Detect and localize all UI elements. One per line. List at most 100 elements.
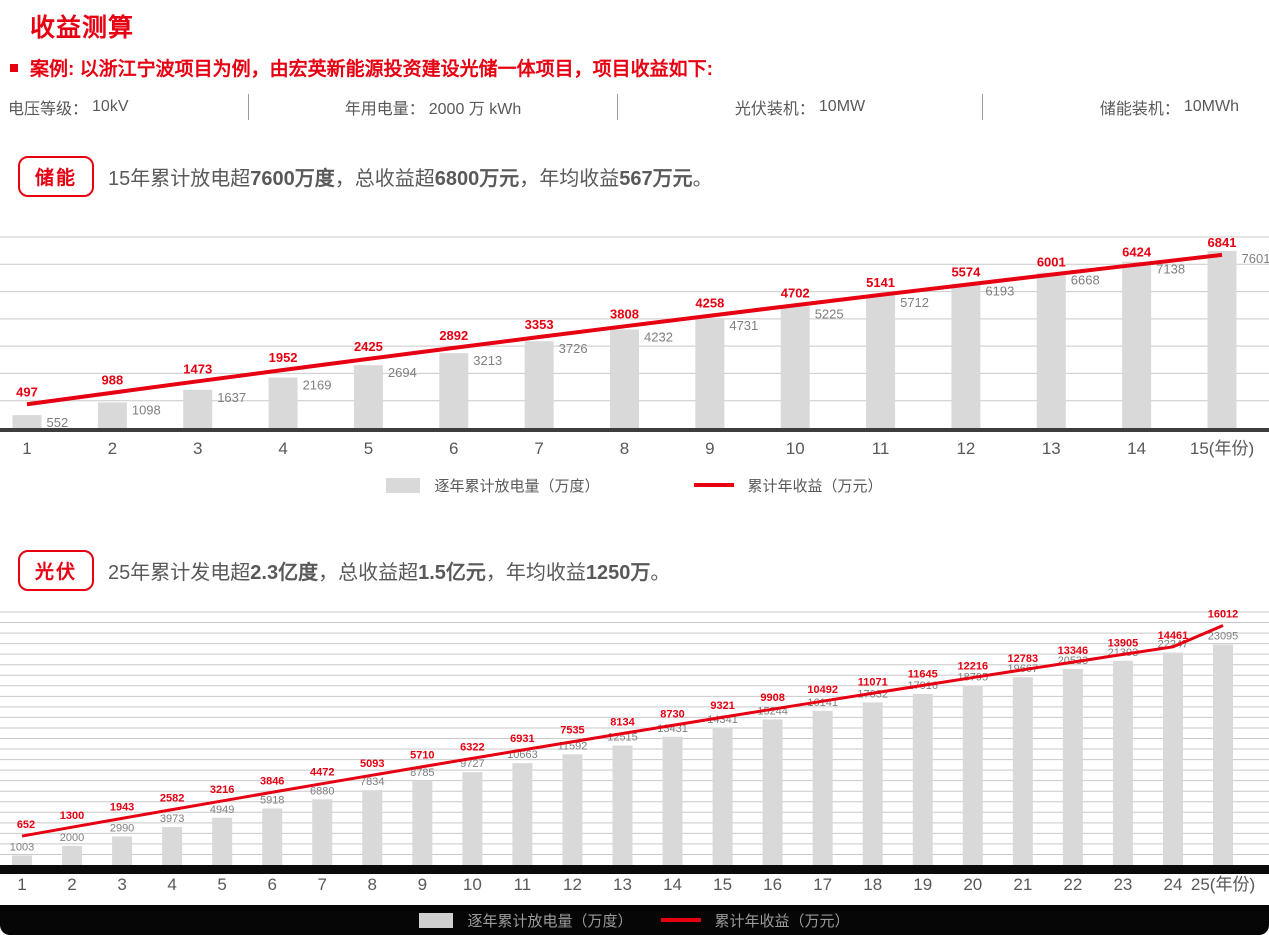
bar	[1112, 660, 1133, 865]
line-value-label: 5093	[360, 758, 384, 770]
pv-badge: 光伏	[18, 550, 95, 591]
bar	[1062, 668, 1083, 865]
bar-value-label: 7834	[360, 776, 384, 788]
pv-summary-text2: ，总收益超	[318, 562, 419, 584]
bar	[462, 772, 483, 865]
bar	[562, 754, 583, 865]
bar	[612, 745, 633, 865]
storage-chart-legend: 逐年累计放电量（万度） 累计年收益（万元）	[0, 472, 1269, 498]
line-value-label: 6931	[510, 733, 534, 745]
bar-value-label: 5712	[900, 295, 929, 310]
bar-value-label: 5225	[815, 306, 844, 321]
x-tick-label: 21	[1013, 875, 1032, 894]
bullet-square-icon	[10, 63, 18, 72]
line-value-label: 2892	[439, 328, 468, 343]
bar-value-label: 2694	[388, 365, 417, 380]
x-tick-label: 23	[1113, 875, 1132, 894]
x-tick-label: 2	[67, 875, 76, 894]
bar	[780, 306, 810, 428]
bar	[712, 728, 733, 865]
x-tick-label: 14	[1127, 439, 1146, 458]
bar	[312, 799, 333, 865]
x-tick-label: 4	[167, 875, 176, 894]
line-value-label: 14461	[1158, 630, 1189, 642]
pv-section-header: 光伏 25年累计发电超2.3亿度，总收益超1.5亿元，年均收益1250万。	[18, 550, 670, 591]
line-legend-label: 累计年收益（万元）	[747, 477, 883, 495]
bar-value-label: 1637	[217, 390, 246, 405]
line-value-label: 13905	[1108, 637, 1139, 649]
info-pv-capacity: 光伏装机： 10MW	[617, 94, 982, 120]
line-value-label: 3353	[525, 317, 554, 332]
info-pv-capacity-label: 光伏装机：	[734, 101, 815, 118]
x-tick-label: 25(年份)	[1191, 875, 1255, 894]
bar-value-label: 9727	[460, 758, 484, 770]
bar-value-label: 1098	[132, 402, 161, 417]
x-tick-label: 9	[705, 439, 714, 458]
line-value-label: 5574	[951, 265, 981, 280]
x-tick-label: 12	[563, 875, 582, 894]
bars-series: 1003 2000 2990 3973 4949 5918 6880 7834 8785 9727…	[10, 631, 1239, 865]
bar	[412, 781, 433, 865]
bar-value-label: 2169	[303, 377, 332, 392]
x-tick-label: 10	[463, 875, 482, 894]
bar	[862, 702, 883, 865]
chart2-svg: 1003200029903973494959186880783487859727…	[0, 609, 1269, 894]
line-value-label: 5710	[410, 750, 434, 762]
footer-bar: 逐年累计放电量（万度） 累计年收益（万元）	[0, 905, 1269, 935]
line-value-label: 12783	[1008, 653, 1039, 665]
line-value-label: 13346	[1058, 645, 1089, 657]
x-axis-baseline	[0, 865, 1269, 874]
line-value-label: 2582	[160, 793, 184, 805]
case-text: 案例: 以浙江宁波项目为例，由宏英新能源投资建设光储一体项目，项目收益如下:	[30, 59, 713, 80]
bar-legend-label: 逐年累计放电量（万度）	[434, 477, 600, 495]
pv-summary-text: 25年累计发电超	[108, 562, 251, 584]
storage-summary-text3: ，年均收益	[519, 168, 620, 190]
x-tick-label: 15(年份)	[1190, 439, 1254, 458]
x-tick-label: 20	[963, 875, 982, 894]
x-tick-label: 4	[278, 439, 287, 458]
bar	[762, 719, 783, 865]
chart1-svg: 5521098163721692694321337264232473152255…	[0, 235, 1269, 458]
pv-chart: 1003 2000 2990 3973 4949 5918 6880 7834 8785 9727…	[0, 598, 1269, 903]
bar	[262, 808, 283, 865]
line-value-label: 652	[17, 819, 35, 831]
line-value-label: 10492	[807, 684, 838, 696]
x-tick-label: 22	[1063, 875, 1082, 894]
x-tick-label: 6	[267, 875, 276, 894]
pv-summary-text4: 。	[650, 562, 671, 584]
line-value-label: 4472	[310, 767, 334, 779]
bar-value-label: 6193	[985, 284, 1014, 299]
storage-summary-text: 15年累计放电超	[108, 168, 251, 190]
bar	[1207, 250, 1237, 428]
info-annual-usage-label: 年用电量：	[344, 101, 425, 118]
x-tick-label: 6	[449, 439, 458, 458]
bar-value-label: 8785	[410, 767, 434, 779]
x-tick-label: 14	[663, 875, 682, 894]
x-tick-label: 3	[193, 439, 202, 458]
bar-value-label: 552	[47, 415, 69, 430]
x-tick-label: 13	[1042, 439, 1061, 458]
x-tick-label: 15	[713, 875, 732, 894]
bar-value-label: 7601	[1242, 251, 1269, 266]
bar	[212, 817, 233, 865]
x-tick-label: 11	[872, 439, 890, 458]
line-value-label: 3216	[210, 784, 234, 796]
x-tick-label: 13	[613, 875, 632, 894]
bar-value-label: 23095	[1208, 631, 1239, 643]
bar	[62, 845, 83, 865]
line-value-label: 3846	[260, 775, 284, 787]
info-pv-capacity-value: 10MW	[818, 98, 866, 115]
line-value-label: 2425	[354, 339, 383, 354]
x-tick-label: 5	[217, 875, 226, 894]
storage-section-header: 储能 15年累计放电超7600万度，总收益超6800万元，年均收益567万元。	[18, 156, 713, 197]
line-value-label: 9321	[710, 700, 734, 712]
line-value-label: 6841	[1208, 235, 1237, 250]
bar	[12, 415, 42, 428]
x-tick-label: 19	[913, 875, 932, 894]
line-value-label: 4258	[695, 296, 724, 311]
bar-legend-label: 逐年累计放电量（万度）	[467, 912, 633, 930]
bar	[812, 710, 833, 865]
line-value-label: 5141	[866, 275, 895, 290]
storage-chart: 552 1098 1637 2169 2694 3213 3726 4232 4731 5225 5…	[0, 222, 1269, 469]
line-legend-swatch	[660, 918, 701, 922]
